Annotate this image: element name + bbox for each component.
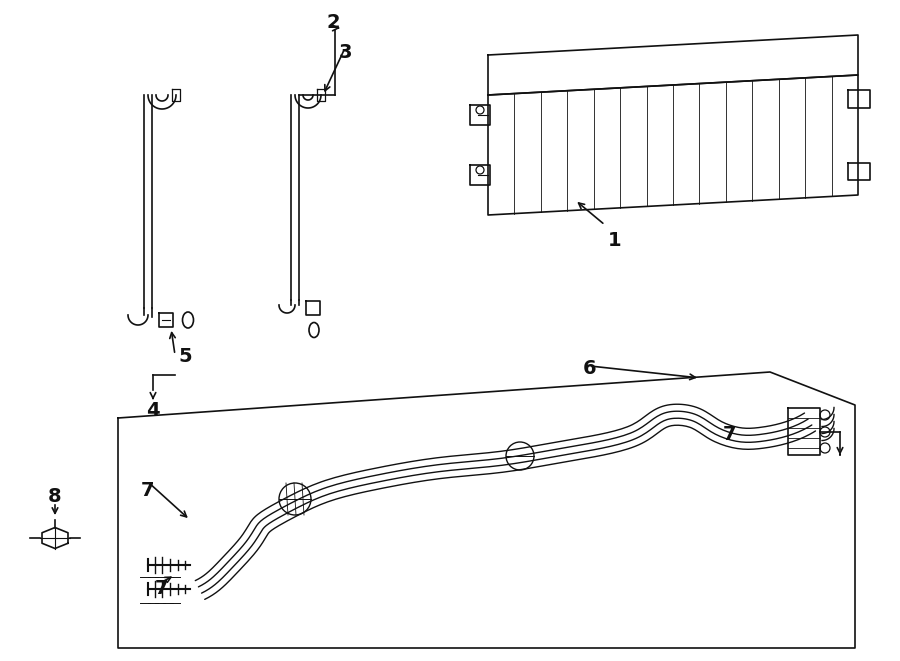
- Text: 6: 6: [583, 358, 597, 377]
- Text: 5: 5: [178, 346, 192, 366]
- Text: 7: 7: [155, 578, 169, 598]
- Text: 1: 1: [608, 231, 622, 249]
- Text: 7: 7: [724, 426, 737, 444]
- Text: 8: 8: [49, 486, 62, 506]
- Text: 7: 7: [141, 481, 155, 500]
- Text: 3: 3: [338, 42, 352, 61]
- Text: 2: 2: [326, 13, 340, 32]
- Text: 4: 4: [146, 401, 160, 420]
